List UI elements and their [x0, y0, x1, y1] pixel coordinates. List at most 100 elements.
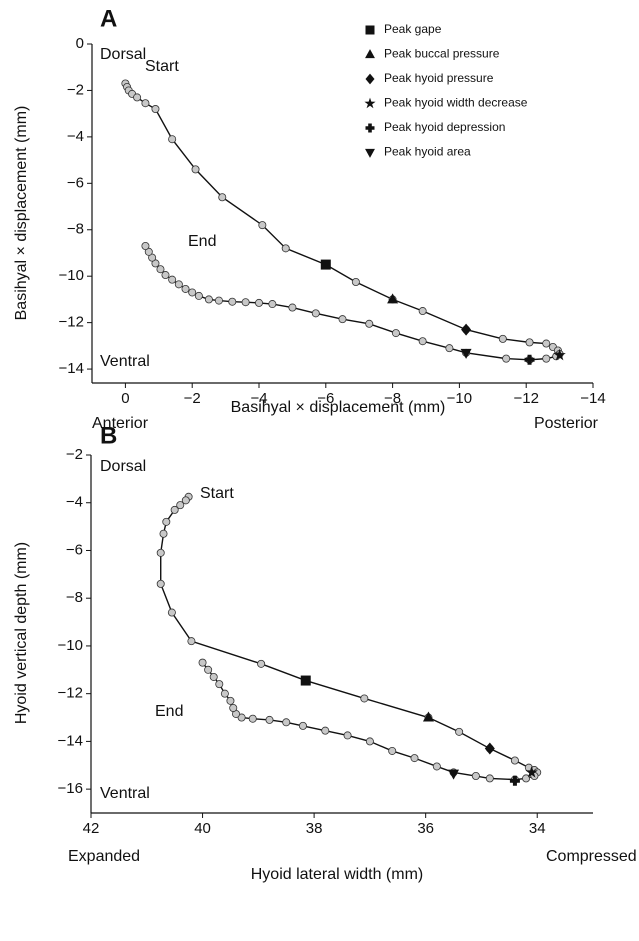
y-tick-label: −16: [58, 780, 83, 797]
x-axis-label: Hyoid lateral width (mm): [251, 866, 423, 883]
point: [194, 291, 203, 300]
legend-label: Peak hyoid width decrease: [384, 96, 528, 110]
y-tick-label: −8: [66, 589, 83, 606]
x-tick-label: 36: [417, 820, 434, 837]
y-tick-label: −12: [58, 685, 83, 702]
marker: [387, 293, 399, 304]
annotation: Ventral: [100, 353, 150, 370]
y-tick-label: −2: [66, 446, 83, 463]
point: [159, 529, 168, 538]
x-axis-label: Basihyal × displacement (mm): [231, 399, 446, 416]
point: [471, 772, 480, 781]
y-tick-label: −6: [67, 174, 84, 191]
point: [161, 271, 170, 280]
point: [156, 265, 165, 274]
point: [365, 319, 374, 328]
point: [510, 756, 519, 765]
point: [445, 344, 454, 353]
point: [215, 680, 224, 689]
marker: [364, 97, 376, 109]
point: [241, 298, 250, 307]
point: [151, 105, 160, 114]
marker: [365, 148, 375, 158]
point: [204, 665, 213, 674]
annotation: Anterior: [92, 415, 149, 432]
point: [187, 637, 196, 646]
point: [188, 288, 197, 297]
point: [141, 242, 150, 251]
point: [148, 253, 157, 262]
legend-label: Peak hyoid pressure: [384, 71, 494, 85]
y-tick-label: −10: [59, 267, 84, 284]
point: [391, 329, 400, 338]
annotation: End: [188, 233, 216, 250]
point: [432, 762, 441, 771]
point: [168, 135, 177, 144]
point: [311, 309, 320, 318]
point: [226, 696, 235, 705]
point: [176, 501, 185, 510]
point: [151, 259, 160, 268]
x-tick-label: 34: [529, 820, 546, 837]
x-tick-label: −8: [384, 390, 401, 407]
annotation: Expanded: [68, 848, 140, 865]
marker: [365, 25, 375, 35]
point: [268, 300, 277, 309]
point: [525, 338, 534, 347]
legend-label: Peak hyoid depression: [384, 120, 505, 134]
marker: [525, 765, 538, 778]
point: [298, 721, 307, 730]
y-tick-label: −6: [66, 541, 83, 558]
y-axis-label: Hyoid vertical depth (mm): [13, 542, 30, 724]
marker: [300, 675, 311, 686]
legend-label: Peak buccal pressure: [384, 47, 500, 61]
point: [257, 659, 266, 668]
annotation: Posterior: [534, 415, 599, 432]
point: [542, 354, 551, 363]
marker: [460, 348, 472, 359]
point: [388, 746, 397, 755]
x-tick-label: −12: [513, 390, 538, 407]
point: [418, 337, 427, 346]
legend-label: Peak hyoid area: [384, 145, 471, 159]
point: [338, 315, 347, 324]
point: [281, 244, 290, 253]
marker: [365, 123, 375, 133]
marker: [422, 711, 434, 722]
annotation: Ventral: [100, 785, 150, 802]
panel-label: B: [100, 422, 117, 449]
point: [258, 221, 267, 230]
legend-label: Peak gape: [384, 22, 442, 36]
point: [162, 517, 171, 526]
y-axis-label: Basihyal × displacement (mm): [13, 106, 30, 321]
point: [174, 280, 183, 289]
point: [365, 737, 374, 746]
point: [170, 505, 179, 514]
marker: [461, 323, 472, 336]
point: [455, 727, 464, 736]
point: [144, 247, 153, 256]
marker: [524, 354, 535, 365]
point: [181, 284, 190, 293]
point: [229, 703, 238, 712]
point: [214, 296, 223, 305]
point: [498, 334, 507, 343]
x-tick-label: 40: [194, 820, 211, 837]
point: [282, 718, 291, 727]
y-tick-label: 0: [76, 35, 84, 52]
x-tick-label: −10: [447, 390, 472, 407]
x-tick-label: −14: [580, 390, 605, 407]
point: [168, 275, 177, 284]
annotation: Compressed: [546, 848, 637, 865]
point: [198, 658, 207, 667]
y-tick-label: −14: [58, 732, 83, 749]
annotation: Start: [145, 58, 179, 75]
point: [343, 731, 352, 740]
point: [410, 754, 419, 763]
annotation: End: [155, 703, 183, 720]
point: [167, 608, 176, 617]
point: [485, 774, 494, 783]
marker: [365, 49, 375, 59]
y-tick-label: −2: [67, 81, 84, 98]
